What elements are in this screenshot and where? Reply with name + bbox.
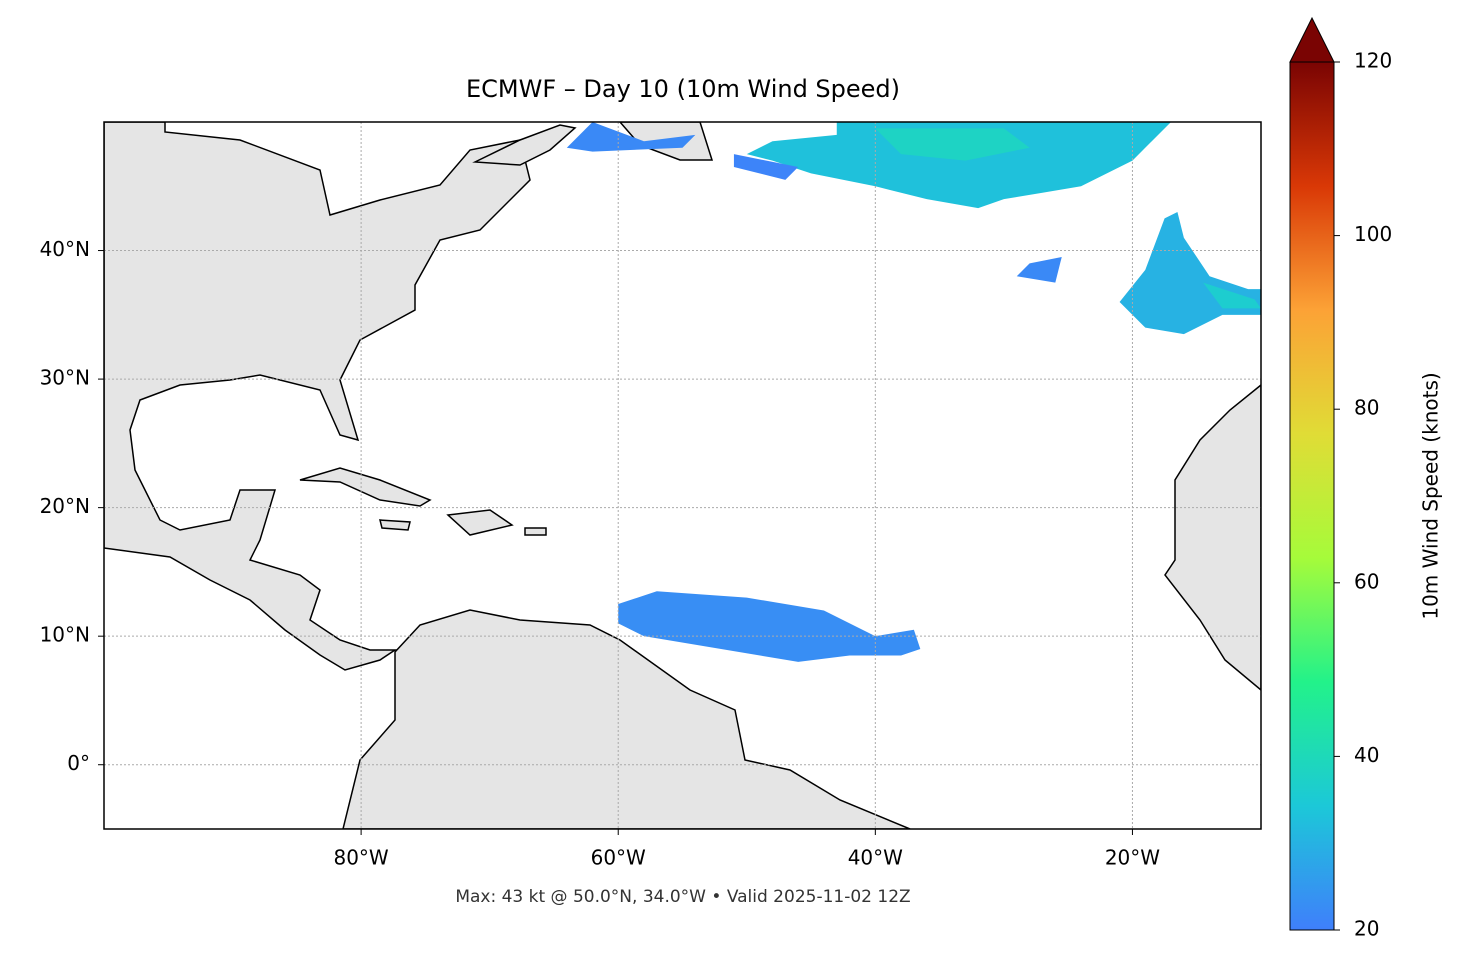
land — [379, 519, 411, 531]
colorbar-tick-label: 100 — [1354, 222, 1392, 246]
land — [104, 122, 531, 671]
wind-swath — [1016, 256, 1062, 283]
x-tick-label: 60°W — [591, 846, 646, 870]
wind-swath — [746, 122, 1172, 209]
colorbar-extend — [1289, 16, 1335, 63]
chart-title: ECMWF – Day 10 (10m Wind Speed) — [466, 75, 900, 103]
colorbar-tick-label: 120 — [1354, 49, 1392, 73]
x-tick-label: 80°W — [333, 846, 388, 870]
y-tick-label: 10°N — [40, 623, 90, 647]
map — [104, 122, 1261, 829]
colorbar-tick-label: 60 — [1354, 569, 1379, 593]
land — [342, 609, 911, 829]
y-tick-label: 20°N — [40, 494, 90, 518]
y-tick-label: 0° — [67, 751, 90, 775]
land — [472, 124, 577, 166]
wind-swath — [618, 591, 921, 662]
x-tick-label: 40°W — [848, 846, 903, 870]
land — [1164, 384, 1261, 691]
land — [446, 509, 514, 536]
subtitle: Max: 43 kt @ 50.0°N, 34.0°W • Valid 2025… — [455, 887, 910, 907]
x-tick-label: 20°W — [1105, 846, 1160, 870]
wind-swath — [566, 122, 696, 152]
land — [299, 467, 432, 507]
map-frame — [103, 121, 1262, 830]
y-tick-label: 40°N — [40, 237, 90, 261]
wind-swath — [1203, 282, 1261, 309]
colorbar — [1289, 61, 1335, 931]
colorbar-tick-label: 80 — [1354, 396, 1379, 420]
colorbar-tick-label: 20 — [1354, 917, 1379, 941]
wind-swath — [733, 154, 799, 180]
y-tick-label: 30°N — [40, 366, 90, 390]
colorbar-label: 10m Wind Speed (knots) — [1419, 372, 1443, 619]
land — [524, 527, 547, 536]
colorbar-tick-label: 40 — [1354, 743, 1379, 767]
wind-swath — [875, 128, 1030, 161]
